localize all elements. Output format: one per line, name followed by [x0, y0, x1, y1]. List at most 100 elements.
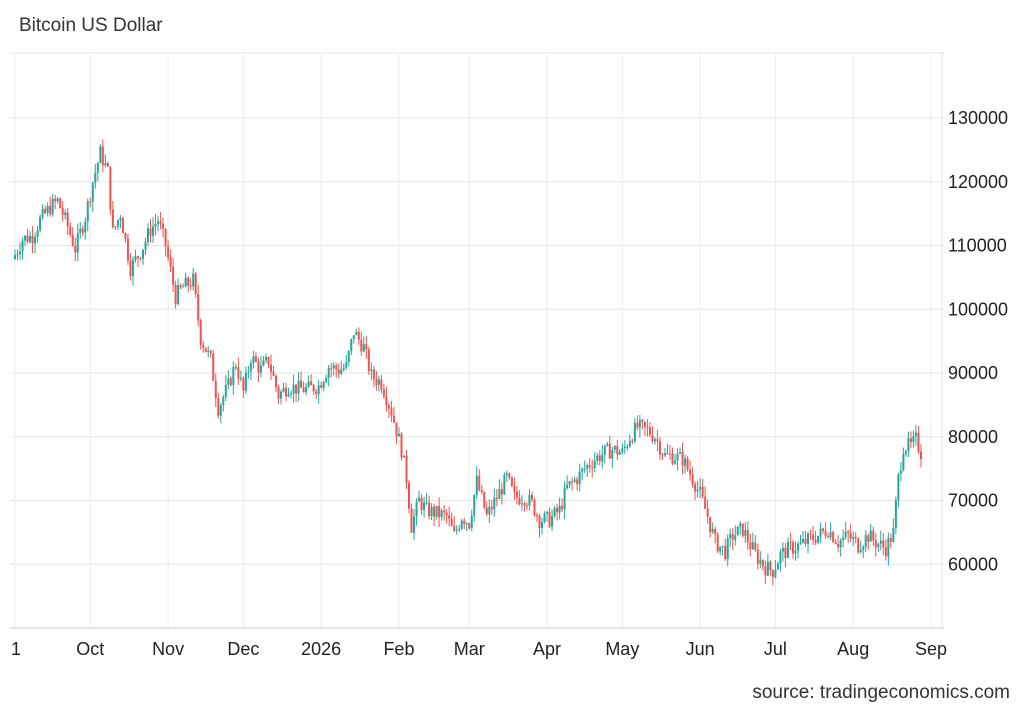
candle-body	[666, 453, 669, 455]
x-tick-label: May	[605, 639, 639, 659]
candle-body	[81, 228, 84, 233]
candle-body	[719, 546, 722, 552]
candle-up	[13, 249, 17, 261]
candle-up	[633, 418, 636, 444]
candle-body	[842, 537, 845, 541]
candle-body	[689, 469, 692, 475]
candle-down	[267, 356, 270, 369]
candle-down	[535, 512, 538, 523]
candle-body	[566, 484, 569, 489]
candle-up	[219, 402, 222, 424]
candle-body	[859, 550, 862, 553]
candle-body	[395, 422, 398, 437]
candle-body	[541, 522, 544, 528]
candle-body	[696, 489, 699, 492]
candle-body	[423, 502, 426, 510]
candle-body	[679, 451, 682, 454]
candle-down	[443, 504, 446, 521]
candle-down	[641, 418, 644, 430]
candle-body	[365, 344, 368, 350]
candle-up	[879, 530, 882, 551]
candle-down	[764, 560, 767, 584]
candle-down	[450, 512, 453, 527]
candle-up	[327, 364, 330, 387]
candle-body	[857, 538, 860, 553]
candle-up	[766, 553, 769, 577]
candle-up	[84, 217, 87, 240]
candle-body	[16, 253, 19, 256]
candle-body	[598, 455, 601, 462]
candle-body	[581, 468, 584, 472]
candle-up	[751, 532, 754, 551]
candle-body	[360, 339, 363, 352]
candle-body	[252, 356, 255, 364]
candle-up	[734, 525, 737, 546]
candle-up	[96, 161, 99, 182]
candle-body	[124, 233, 127, 239]
candle-up	[877, 542, 880, 552]
candle-down	[269, 354, 272, 380]
candle-body	[332, 365, 335, 369]
candle-body	[420, 497, 423, 510]
candle-down	[854, 532, 857, 544]
candle-down	[382, 384, 385, 399]
candle-body	[214, 380, 217, 399]
candle-body	[852, 537, 855, 539]
candle-body	[285, 387, 288, 397]
candle-up	[435, 505, 438, 520]
candle-up	[907, 431, 910, 458]
candle-up	[638, 415, 641, 438]
candle-body	[357, 331, 360, 340]
candle-body	[453, 526, 456, 531]
candle-up	[776, 561, 779, 570]
candle-body	[390, 408, 393, 416]
candle-up	[36, 226, 39, 243]
candle-up	[280, 389, 283, 405]
candle-up	[131, 256, 134, 286]
candle-body	[739, 523, 742, 527]
candle-body	[668, 453, 672, 455]
candle-up	[147, 223, 150, 247]
candle-up	[862, 544, 865, 558]
y-tick-label: 130000	[948, 108, 1008, 128]
candle-up	[51, 193, 54, 217]
candle-down	[172, 257, 175, 293]
candle-body	[13, 255, 17, 259]
candle-body	[247, 371, 250, 373]
candle-up	[41, 204, 44, 220]
candle-body	[709, 517, 712, 532]
candle-down	[149, 219, 152, 243]
candle-up	[402, 455, 405, 458]
candle-body	[182, 286, 185, 288]
candle-up	[345, 354, 348, 370]
candle-up	[852, 531, 855, 546]
candle-body	[779, 551, 782, 564]
candle-down	[515, 486, 518, 505]
candle-body	[638, 419, 641, 428]
candle-down	[167, 239, 170, 262]
x-tick-label: Apr	[533, 639, 561, 659]
candle-up	[819, 522, 822, 544]
candle-body	[29, 235, 32, 242]
candle-up	[458, 524, 461, 533]
candle-down	[822, 527, 825, 534]
candle-body	[159, 221, 162, 224]
candle-body	[500, 489, 503, 495]
candle-down	[169, 249, 172, 272]
candle-down	[608, 435, 611, 459]
candle-body	[912, 436, 915, 443]
candle-up	[227, 370, 230, 390]
candle-body	[884, 547, 887, 557]
candle-up	[244, 366, 247, 395]
candle-body	[172, 266, 175, 285]
candle-body	[781, 547, 784, 552]
candle-up	[184, 272, 187, 287]
candle-down	[66, 207, 69, 235]
candle-up	[264, 353, 267, 364]
candle-body	[372, 369, 375, 380]
candle-body	[907, 438, 910, 451]
candle-down	[330, 362, 333, 378]
candle-up	[817, 535, 820, 545]
candle-up	[859, 541, 862, 554]
candle-down	[731, 528, 734, 550]
